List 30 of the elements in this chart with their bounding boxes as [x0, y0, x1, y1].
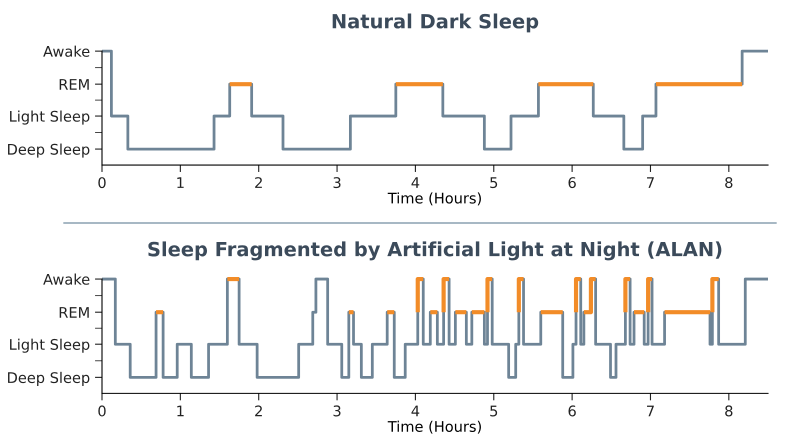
x-tick-label: 7 [647, 177, 654, 188]
x-tick-label: 8 [725, 405, 732, 416]
chart-title: Natural Dark Sleep [332, 14, 538, 32]
chart-title: Sleep Fragmented by Artificial Light at Night (ALAN) [148, 241, 722, 260]
x-tick-label: 5 [490, 406, 498, 416]
text: REM [60, 307, 89, 318]
x-tick-label: 5 [490, 177, 498, 188]
text: Deep Sleep [8, 144, 90, 158]
x-tick-label: 0 [98, 177, 106, 188]
x-tick-label: 3 [334, 177, 341, 188]
x-tick-label: 4 [411, 177, 420, 188]
x-tick-label: 2 [255, 405, 262, 416]
x-tick-label: 1 [177, 177, 184, 188]
x-tick-label: 6 [568, 177, 576, 188]
x-tick-label: 2 [255, 177, 262, 188]
x-tick-label: 6 [568, 405, 576, 416]
x-tick-label: 0 [98, 405, 106, 416]
text: Awake [43, 274, 90, 285]
text: Light Sleep [10, 338, 90, 353]
text: Light Sleep [10, 110, 90, 125]
x-tick-label: 7 [647, 406, 654, 416]
x-tick-label: 4 [411, 406, 420, 416]
text: Awake [43, 46, 90, 57]
x-tick-label: 1 [177, 406, 184, 416]
x-axis-title: Time (Hours) [388, 420, 481, 434]
text: Deep Sleep [8, 372, 90, 386]
x-tick-label: 3 [334, 405, 341, 416]
text: REM [60, 79, 89, 90]
x-tick-label: 8 [725, 177, 732, 188]
x-axis-title: Time (Hours) [388, 192, 481, 206]
